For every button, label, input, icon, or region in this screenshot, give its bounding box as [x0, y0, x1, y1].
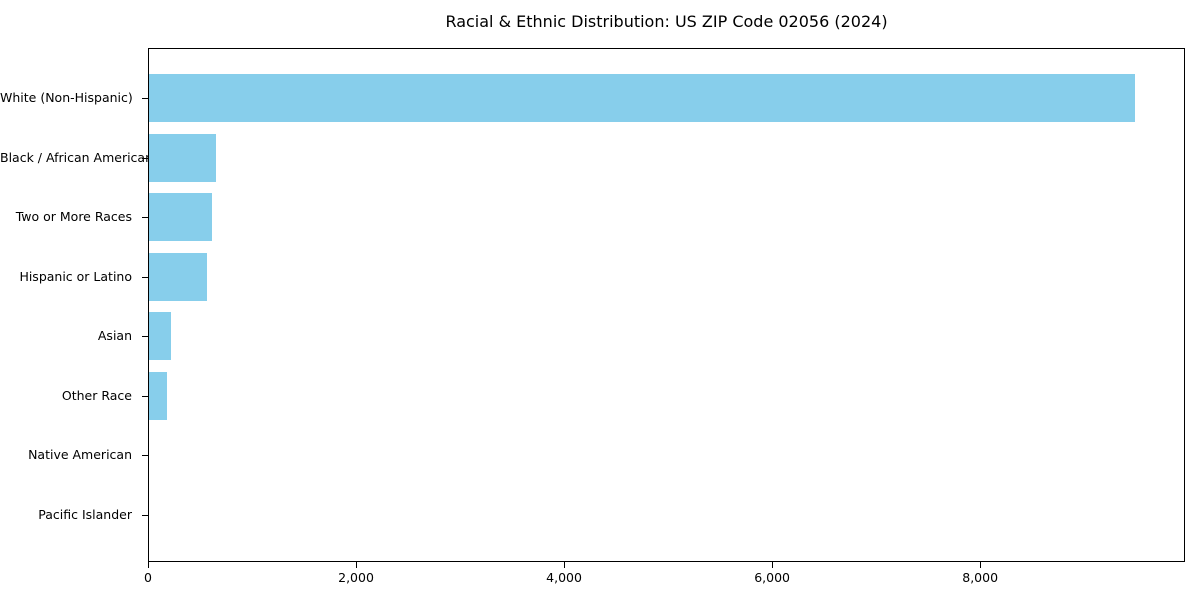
x-tick-label-6-000: 6,000: [754, 570, 790, 585]
bar-black-african-american: [149, 133, 217, 182]
x-tick-label-2-000: 2,000: [338, 570, 374, 585]
x-axis-ticks: 0 2,000 4,000 6,000 8,000: [144, 562, 1185, 592]
y-tick-mark: [142, 336, 148, 338]
y-tick-mark: [142, 455, 148, 457]
y-axis-labels: White (Non-Hispanic) Black / African Amer…: [0, 48, 154, 562]
y-label-two-or-more-races: Two or More Races: [15, 209, 132, 225]
x-tick-mark: [772, 562, 774, 568]
y-label-black-african-american: Black / African American: [0, 149, 154, 165]
x-tick-mark: [980, 562, 982, 568]
y-tick-mark: [142, 276, 148, 278]
x-tick-mark: [148, 562, 149, 568]
y-tick-mark: [142, 514, 148, 516]
x-tick-label-4-000: 4,000: [546, 570, 582, 585]
bar-hispanic-or-latino: [149, 252, 208, 301]
x-tick-mark: [356, 562, 358, 568]
y-label-white-non-hispanic: White (Non-Hispanic): [0, 90, 133, 105]
y-label-asian: Asian: [97, 328, 132, 344]
bar-two-or-more-races: [149, 193, 213, 242]
y-tick-mark: [142, 395, 148, 397]
y-tick-mark: [142, 98, 148, 99]
plot-area: [148, 48, 1185, 562]
bar-other-race: [149, 371, 168, 420]
chart-title: Racial & Ethnic Distribution: US ZIP Cod…: [445, 12, 888, 31]
x-tick-mark: [564, 562, 566, 568]
y-label-pacific-islander: Pacific Islander: [38, 506, 132, 522]
bar-asian: [149, 312, 172, 361]
bars-layer: [148, 48, 1185, 562]
y-label-other-race: Other Race: [61, 387, 132, 403]
x-tick-label-0: 0: [144, 570, 152, 585]
y-tick-mark: [142, 157, 148, 159]
y-label-native-american: Native American: [28, 447, 132, 463]
x-tick-label-8-000: 8,000: [962, 570, 999, 585]
y-label-hispanic-or-latino: Hispanic or Latino: [19, 268, 132, 284]
bar-white-non-hispanic: [149, 74, 1136, 122]
y-tick-mark: [142, 217, 148, 219]
